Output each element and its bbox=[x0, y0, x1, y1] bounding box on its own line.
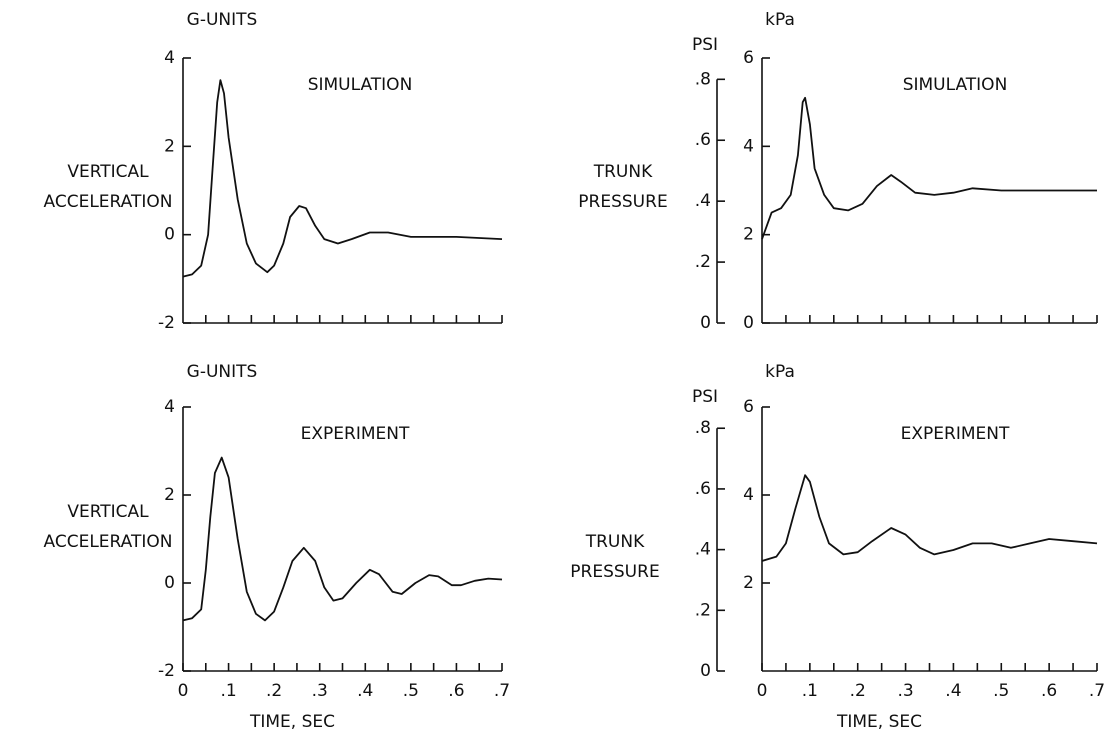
y-unit: G-UNITS bbox=[187, 362, 258, 382]
y-tick-label: 0 bbox=[164, 225, 175, 245]
x-tick-label: .1 bbox=[802, 681, 818, 701]
y2-unit: PSI bbox=[692, 387, 718, 407]
y-axis-label: ACCELERATION bbox=[44, 192, 173, 212]
y-unit: G-UNITS bbox=[187, 10, 258, 30]
y2-tick-label: 0 bbox=[700, 313, 711, 333]
y-tick-label: 4 bbox=[743, 485, 754, 505]
x-tick-label: .5 bbox=[403, 681, 419, 701]
y-unit: kPa bbox=[765, 362, 795, 382]
data-line bbox=[182, 79, 503, 278]
y-axis-label: VERTICAL bbox=[67, 162, 149, 182]
data-line bbox=[761, 96, 1097, 240]
x-tick-label: .6 bbox=[1041, 681, 1057, 701]
y-axis-label: VERTICAL bbox=[67, 502, 149, 522]
y2-tick-label: .6 bbox=[695, 130, 711, 150]
y-axis-label: TRUNK bbox=[585, 532, 645, 552]
y2-tick-label: .4 bbox=[695, 191, 711, 211]
y2-tick-label: .8 bbox=[695, 69, 711, 89]
y2-tick-label: .2 bbox=[695, 252, 711, 272]
x-tick-label: .2 bbox=[266, 681, 282, 701]
y2-tick-label: .8 bbox=[695, 418, 711, 438]
y2-tick-label: 0 bbox=[700, 661, 711, 681]
y-tick-label: 4 bbox=[164, 397, 175, 417]
y-tick-label: 4 bbox=[743, 136, 754, 156]
y-tick-label: -2 bbox=[158, 313, 175, 333]
x-axis-label: TIME, SEC bbox=[836, 712, 922, 732]
y-unit: kPa bbox=[765, 10, 795, 30]
x-tick-label: .7 bbox=[494, 681, 510, 701]
y-axis-label: TRUNK bbox=[593, 162, 653, 182]
x-tick-label: 0 bbox=[178, 681, 189, 701]
panel-title: EXPERIMENT bbox=[301, 424, 410, 444]
y-tick-label: -2 bbox=[158, 661, 175, 681]
y2-tick-label: .2 bbox=[695, 600, 711, 620]
y2-unit: PSI bbox=[692, 35, 718, 55]
y-tick-label: 2 bbox=[164, 136, 175, 156]
y-axis-label: ACCELERATION bbox=[44, 532, 173, 552]
panel-title: SIMULATION bbox=[308, 75, 413, 95]
y-tick-label: 0 bbox=[743, 313, 754, 333]
y2-tick-label: .4 bbox=[695, 540, 711, 560]
x-tick-label: 0 bbox=[757, 681, 768, 701]
y-tick-label: 2 bbox=[743, 225, 754, 245]
x-tick-label: .6 bbox=[448, 681, 464, 701]
y-tick-label: 6 bbox=[743, 397, 754, 417]
y-tick-label: 0 bbox=[164, 573, 175, 593]
data-line bbox=[761, 474, 1098, 562]
y-tick-label: 6 bbox=[743, 48, 754, 68]
y-tick-label: 4 bbox=[164, 48, 175, 68]
x-tick-label: .2 bbox=[850, 681, 866, 701]
x-tick-label: .4 bbox=[357, 681, 373, 701]
y-tick-label: 2 bbox=[164, 485, 175, 505]
x-tick-label: .1 bbox=[220, 681, 236, 701]
x-tick-label: .4 bbox=[945, 681, 961, 701]
y-tick-label: 2 bbox=[743, 573, 754, 593]
x-tick-label: .3 bbox=[897, 681, 913, 701]
y2-tick-label: .6 bbox=[695, 479, 711, 499]
x-tick-label: .3 bbox=[312, 681, 328, 701]
y-axis-label: PRESSURE bbox=[578, 192, 667, 212]
x-tick-label: .5 bbox=[993, 681, 1009, 701]
panel-title: SIMULATION bbox=[903, 75, 1008, 95]
x-axis-label: TIME, SEC bbox=[249, 712, 335, 732]
y-axis-label: PRESSURE bbox=[570, 562, 659, 582]
x-tick-label: .7 bbox=[1089, 681, 1105, 701]
data-line bbox=[182, 456, 503, 622]
panel-title: EXPERIMENT bbox=[901, 424, 1010, 444]
